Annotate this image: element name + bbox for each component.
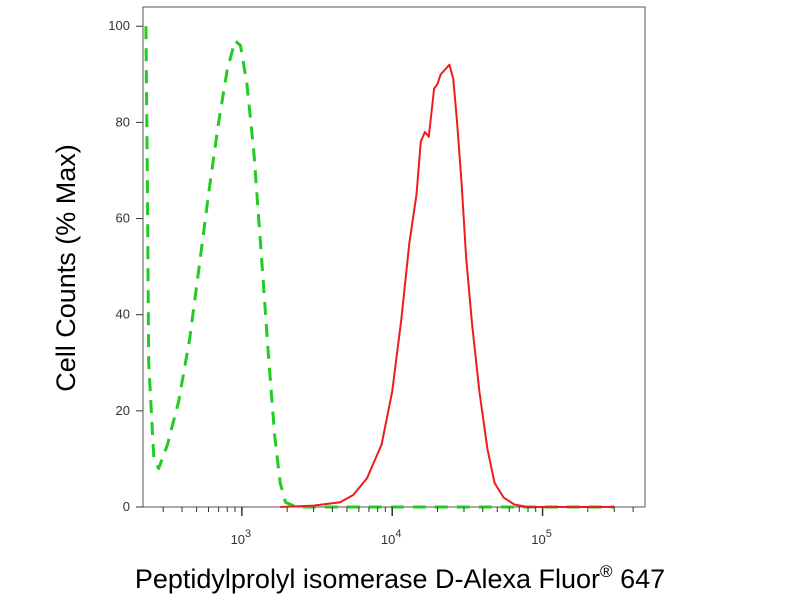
y-tick-label: 80 xyxy=(116,114,130,129)
y-axis-title: Cell Counts (% Max) xyxy=(51,144,81,392)
series-line-1 xyxy=(280,63,615,508)
x-tick-label-base: 10 xyxy=(231,532,245,547)
y-tick-label: 100 xyxy=(108,18,130,33)
plot-frame-layer xyxy=(142,6,646,508)
x-tick-label: 105 xyxy=(531,528,552,547)
x-tick-label-base: 10 xyxy=(531,532,545,547)
series-line-0 xyxy=(144,26,615,509)
y-tick-label: 40 xyxy=(116,307,130,322)
plot-frame xyxy=(142,6,646,508)
y-tick-label: 60 xyxy=(116,211,130,226)
x-axis-title-main: Peptidylprolyl isomerase D-Alexa Fluor xyxy=(135,564,600,594)
x-axis-title-superscript: ® xyxy=(600,562,613,581)
x-tick-label-exponent: 4 xyxy=(395,528,401,540)
x-tick-label-base: 10 xyxy=(381,532,395,547)
x-tick-label: 104 xyxy=(381,528,402,547)
x-axis-title-suffix: 647 xyxy=(613,564,666,594)
x-axis-title: Peptidylprolyl isomerase D-Alexa Fluor® … xyxy=(135,562,665,594)
x-tick-label-exponent: 5 xyxy=(546,528,552,540)
y-tick-label: 20 xyxy=(116,403,130,418)
y-tick-label: 0 xyxy=(123,499,130,514)
series-layer xyxy=(144,26,615,509)
x-tick-label-exponent: 3 xyxy=(245,528,251,540)
x-tick-label: 103 xyxy=(231,528,252,547)
